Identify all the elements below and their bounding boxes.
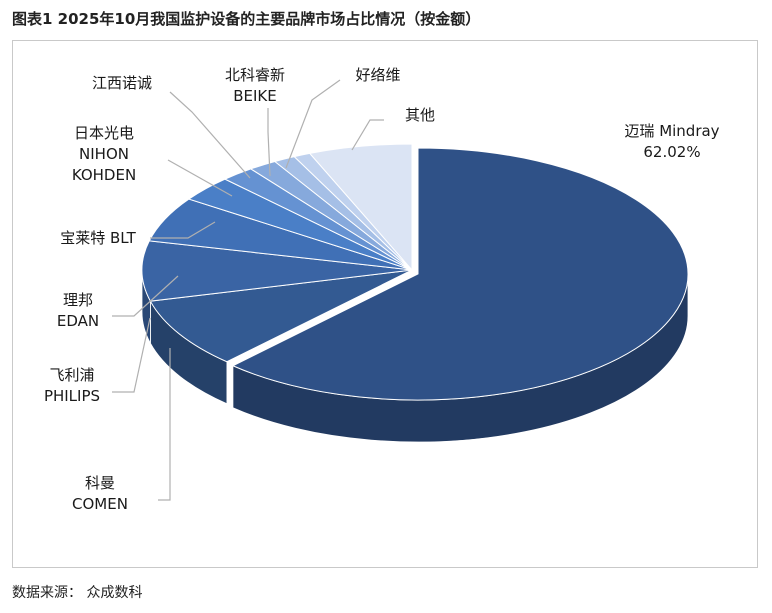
leader-line-2 <box>112 317 151 393</box>
slice-label-4: 宝莱特 BLT <box>60 229 136 247</box>
slice-label-3: 理邦 EDAN <box>57 291 99 330</box>
slice-label-line: 宝莱特 BLT <box>60 229 136 247</box>
slice-label-line: 科曼 <box>85 474 115 492</box>
slice-label-line: 62.02% <box>643 143 700 161</box>
leader-line-7 <box>267 108 271 177</box>
leader-line-5 <box>167 159 233 197</box>
slice-label-line: 其他 <box>405 106 435 124</box>
slice-label-5: 日本光电 NIHON KOHDEN <box>72 124 136 184</box>
slice-0 <box>231 147 689 401</box>
data-source: 数据来源： 众成数科 <box>12 585 143 601</box>
slice-2 <box>141 240 413 302</box>
slice-label-6: 江西诺诚 <box>92 74 152 92</box>
leader-lines <box>112 79 384 501</box>
slice-9 <box>308 143 413 272</box>
leader-line-8 <box>285 79 341 169</box>
slice-label-line: 北科睿新 <box>225 66 285 84</box>
slice-label-line: 飞利浦 <box>49 366 94 384</box>
slice-label-line: 好络维 <box>355 66 400 84</box>
slice-label-line: COMEN <box>72 495 128 513</box>
slice-label-1: 科曼 COMEN <box>72 474 128 513</box>
leader-line-6 <box>169 91 251 179</box>
slice-label-8: 好络维 <box>355 66 400 84</box>
slice-label-line: PHILIPS <box>44 387 100 405</box>
slice-label-0: 迈瑞 Mindray 62.02% <box>624 122 719 161</box>
slice-label-line: 日本光电 <box>74 124 134 142</box>
slice-label-line: EDAN <box>57 312 99 330</box>
slice-label-line: 理邦 <box>63 291 93 309</box>
leader-line-3 <box>112 275 179 317</box>
slice-label-line: NIHON <box>79 145 129 163</box>
slice-label-line: 江西诺诚 <box>92 74 152 92</box>
slice-label-line: KOHDEN <box>72 166 136 184</box>
chart-title: 图表1 2025年10月我国监护设备的主要品牌市场占比情况（按金额） <box>12 10 481 28</box>
slice-label-line: 迈瑞 Mindray <box>624 122 719 140</box>
leader-line-9 <box>351 119 384 151</box>
slice-label-7: 北科睿新 BEIKE <box>225 66 285 105</box>
slice-label-2: 飞利浦 PHILIPS <box>44 366 100 405</box>
leader-line-4 <box>150 221 216 239</box>
slice-label-line: BEIKE <box>233 87 277 105</box>
slice-1 <box>149 269 413 363</box>
pie-top <box>141 143 689 401</box>
slice-labels: 迈瑞 Mindray 62.02% 科曼 COMEN 飞利浦 PHILIPS 理邦 EDAN 宝… <box>44 66 720 513</box>
slice-label-9: 其他 <box>405 106 435 124</box>
leader-line-1 <box>158 348 171 501</box>
